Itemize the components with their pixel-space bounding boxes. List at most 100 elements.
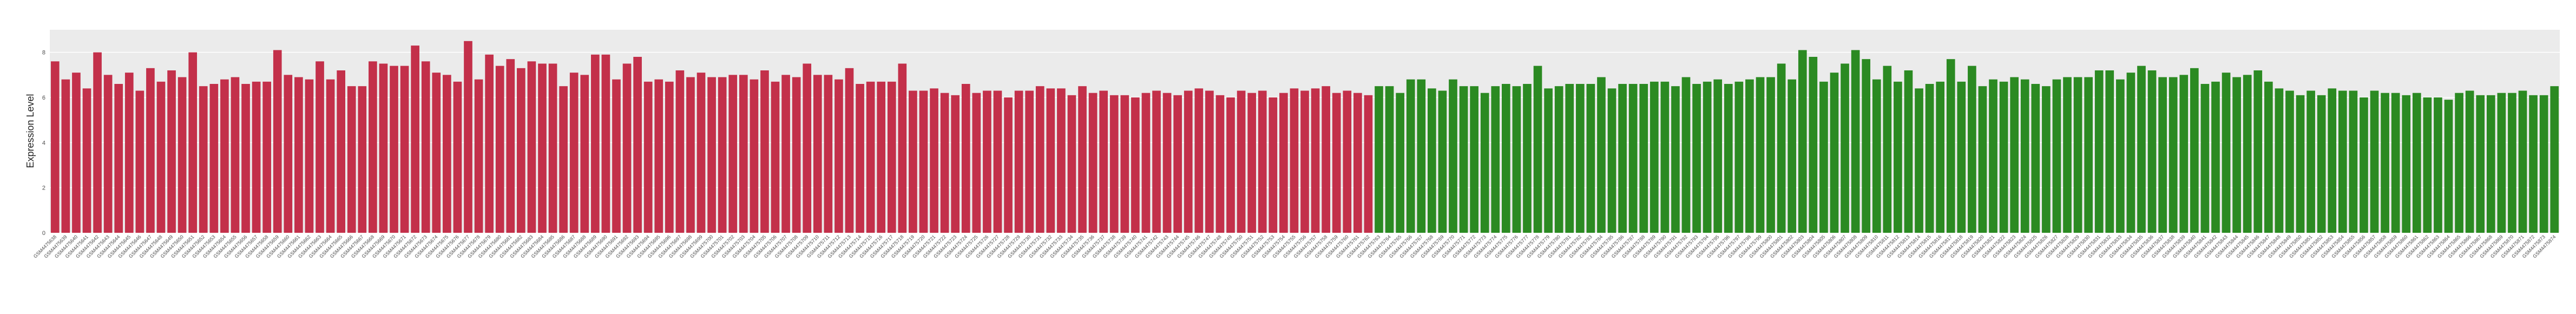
bar bbox=[485, 54, 494, 233]
bar bbox=[951, 95, 960, 233]
bar bbox=[580, 75, 589, 233]
bar bbox=[2444, 100, 2453, 233]
bar bbox=[1375, 86, 1383, 233]
bar bbox=[1978, 86, 1987, 233]
bar bbox=[2147, 70, 2157, 233]
y-tick-label: 8 bbox=[42, 50, 45, 56]
bar bbox=[654, 79, 663, 233]
bar bbox=[2338, 90, 2347, 233]
bar bbox=[2020, 79, 2029, 233]
bar bbox=[1523, 84, 1532, 233]
bar bbox=[1597, 77, 1606, 233]
bar bbox=[2423, 97, 2432, 233]
bar bbox=[1766, 77, 1775, 233]
bar bbox=[72, 73, 81, 233]
bar bbox=[1925, 84, 1934, 233]
bar bbox=[2402, 95, 2411, 233]
bar bbox=[379, 63, 388, 233]
bar bbox=[1237, 90, 1246, 233]
bar bbox=[1300, 90, 1309, 233]
bar bbox=[633, 57, 642, 233]
bar bbox=[771, 81, 780, 233]
bar bbox=[1915, 88, 1923, 233]
bar bbox=[61, 79, 70, 233]
bar bbox=[940, 93, 949, 233]
bar bbox=[1565, 84, 1574, 233]
bar bbox=[2200, 84, 2210, 233]
bar bbox=[1607, 88, 1616, 233]
y-tick-label: 4 bbox=[42, 140, 45, 146]
bar bbox=[1035, 86, 1044, 233]
bar bbox=[506, 59, 515, 233]
bar bbox=[569, 73, 579, 233]
bar bbox=[1819, 81, 1828, 233]
bar bbox=[495, 66, 504, 233]
bar bbox=[718, 77, 727, 233]
bar bbox=[326, 79, 335, 233]
bar bbox=[559, 86, 568, 233]
bar bbox=[1756, 77, 1765, 233]
bar bbox=[2137, 66, 2146, 233]
bar bbox=[1226, 97, 1235, 233]
bar bbox=[443, 75, 451, 233]
bar bbox=[1586, 84, 1595, 233]
bar bbox=[305, 79, 314, 233]
bar bbox=[1141, 93, 1151, 233]
bar bbox=[1364, 95, 1373, 233]
bar bbox=[1713, 79, 1723, 233]
bar bbox=[294, 77, 303, 233]
bar bbox=[1004, 97, 1013, 233]
bar bbox=[156, 81, 166, 233]
bar bbox=[284, 75, 293, 233]
bar bbox=[1946, 59, 1955, 233]
bar bbox=[474, 79, 483, 233]
bar bbox=[2052, 79, 2061, 233]
bar bbox=[877, 81, 886, 233]
bar bbox=[1872, 79, 1881, 233]
bar bbox=[337, 70, 345, 233]
bar bbox=[1343, 90, 1352, 233]
bar bbox=[993, 90, 1002, 233]
bar bbox=[2031, 84, 2040, 233]
bar bbox=[1322, 86, 1330, 233]
bar bbox=[1162, 93, 1172, 233]
bar bbox=[199, 86, 208, 233]
bar bbox=[2360, 97, 2368, 233]
bar bbox=[1501, 84, 1510, 233]
bar bbox=[1703, 81, 1712, 233]
bar bbox=[1618, 84, 1627, 233]
bar bbox=[1894, 81, 1902, 233]
bar bbox=[1777, 63, 1786, 233]
bar bbox=[1205, 90, 1214, 233]
bar bbox=[1194, 88, 1204, 233]
bar bbox=[1681, 77, 1691, 233]
bar bbox=[231, 77, 240, 233]
bar bbox=[1025, 90, 1034, 233]
bar bbox=[82, 88, 91, 233]
bar bbox=[1152, 90, 1161, 233]
bar bbox=[845, 68, 854, 233]
bar bbox=[2550, 86, 2559, 233]
bar bbox=[1999, 81, 2008, 233]
bar bbox=[93, 52, 102, 233]
bar bbox=[2434, 97, 2442, 233]
bar bbox=[909, 90, 917, 233]
bar bbox=[1173, 95, 1182, 233]
bar bbox=[2285, 90, 2294, 233]
bar bbox=[1851, 50, 1860, 233]
bar bbox=[188, 52, 198, 233]
bar bbox=[1311, 88, 1320, 233]
bar bbox=[983, 90, 991, 233]
bar bbox=[2116, 79, 2125, 233]
bar bbox=[2211, 81, 2220, 233]
bar bbox=[2190, 68, 2199, 233]
bar bbox=[972, 93, 981, 233]
bar bbox=[2105, 70, 2114, 233]
bar bbox=[696, 73, 706, 233]
bar bbox=[1057, 88, 1066, 233]
bar bbox=[114, 84, 123, 233]
bar bbox=[2243, 75, 2252, 233]
bar bbox=[665, 81, 674, 233]
bar bbox=[517, 68, 525, 233]
bar bbox=[1247, 93, 1256, 233]
